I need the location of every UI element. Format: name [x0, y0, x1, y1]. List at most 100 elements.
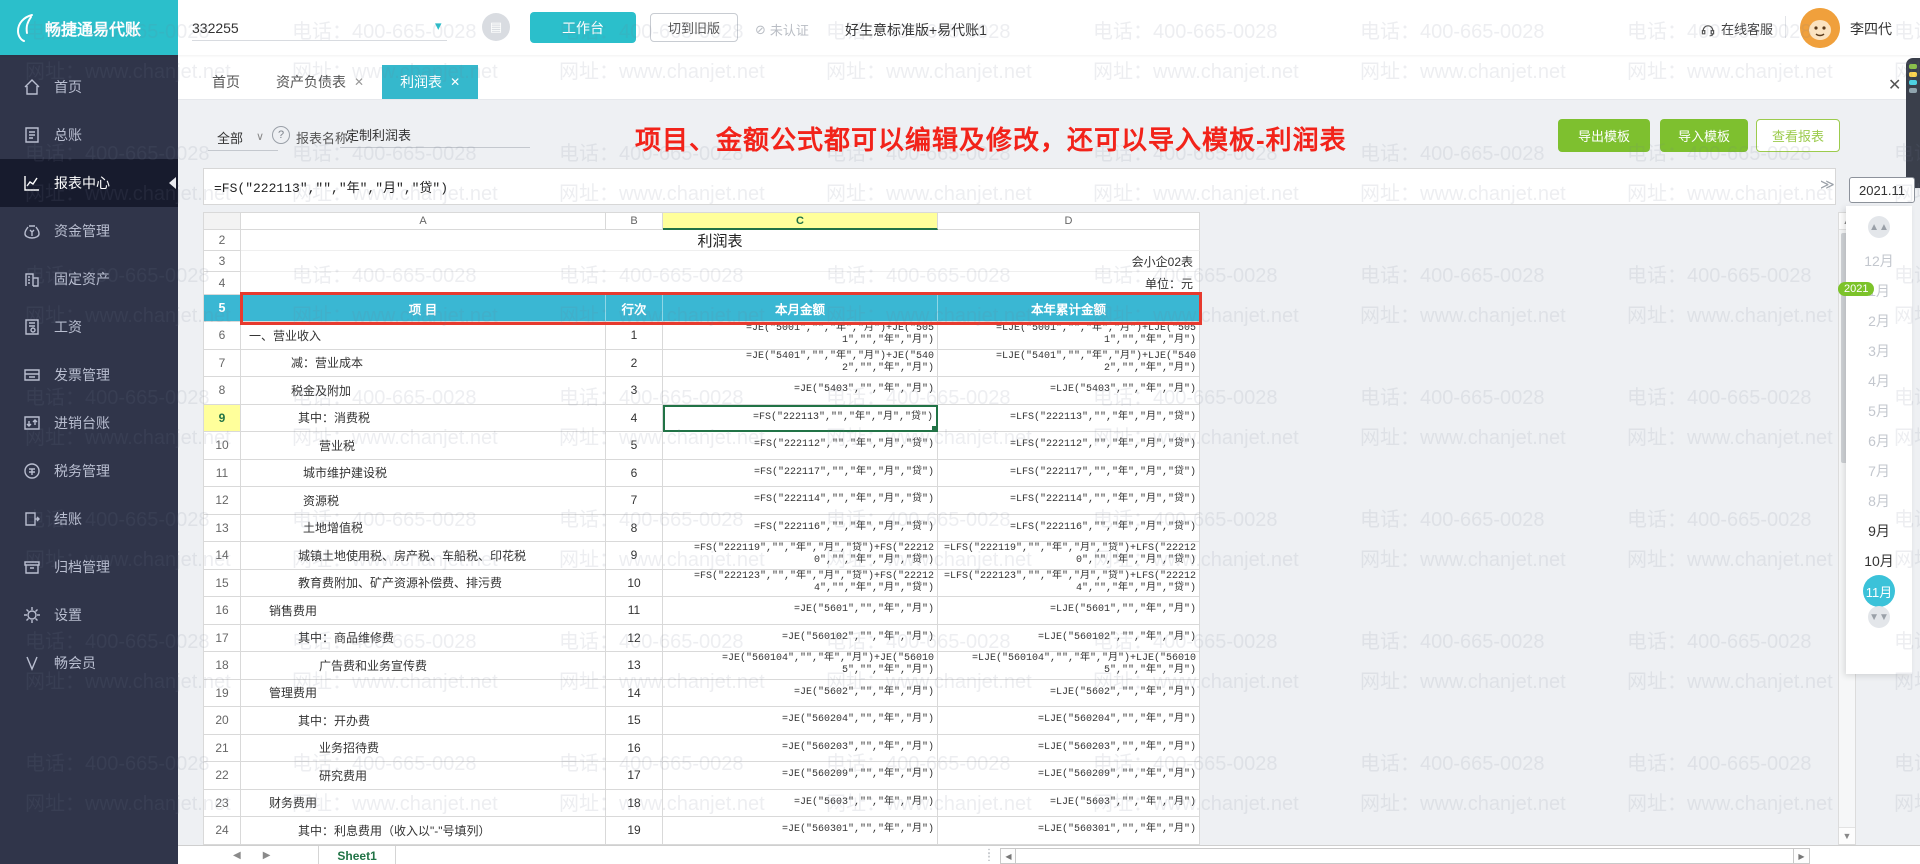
year-formula-cell[interactable]: =LJE("560204","","年","月") — [938, 707, 1200, 735]
year-formula-cell[interactable]: =LFS("222113","","年","月","贷") — [938, 404, 1200, 432]
month-formula-cell[interactable]: =JE("560104","","年","月")+JE("560105","",… — [663, 652, 938, 680]
line-number-cell[interactable]: 18 — [606, 789, 663, 817]
item-cell[interactable]: 教育费附加、矿产资源补偿费、排污费 — [241, 569, 606, 597]
month-formula-cell[interactable]: =JE("5601","","年","月") — [663, 597, 938, 625]
year-formula-cell[interactable]: =LJE("560102","","年","月") — [938, 624, 1200, 652]
close-icon[interactable]: ✕ — [354, 75, 365, 89]
sidebar-item-工资[interactable]: 工资 — [0, 303, 178, 351]
sidebar-item-税务管理[interactable]: 税务管理 — [0, 447, 178, 495]
line-number-cell[interactable]: 6 — [606, 459, 663, 487]
year-formula-cell[interactable]: =LJE("560209","","年","月") — [938, 762, 1200, 790]
month-formula-cell[interactable]: =JE("5001","","年","月")+JE("5051","","年",… — [663, 322, 938, 350]
month-formula-cell[interactable]: =FS("222119","","年","月","贷")+FS("222120"… — [663, 542, 938, 570]
row-header[interactable]: 15 — [203, 569, 241, 597]
period-current[interactable]: 2021.11 — [1849, 177, 1915, 203]
header-cell[interactable]: 项 目 — [241, 295, 606, 322]
line-number-cell[interactable]: 2 — [606, 349, 663, 377]
item-cell[interactable]: 管理费用 — [241, 679, 606, 707]
sheet-tab[interactable]: Sheet1 — [318, 846, 396, 864]
next-sheet-icon[interactable]: ▶ — [262, 850, 271, 861]
filter-all-select[interactable]: 全部 — [217, 131, 244, 146]
row-header[interactable]: 13 — [203, 514, 241, 542]
line-number-cell[interactable]: 11 — [606, 597, 663, 625]
header-cell[interactable]: 本年累计金额 — [938, 295, 1200, 322]
sidebar-item-畅会员[interactable]: 畅会员 — [0, 639, 178, 687]
row-header[interactable]: 9 — [203, 404, 241, 432]
line-number-cell[interactable]: 8 — [606, 514, 663, 542]
chevron-down-icon[interactable]: ∨ — [256, 131, 265, 143]
line-number-cell[interactable]: 9 — [606, 542, 663, 570]
month-formula-cell[interactable]: =JE("5401","","年","月")+JE("5402","","年",… — [663, 349, 938, 377]
sidebar-item-发票管理[interactable]: 发票管理 — [0, 351, 178, 399]
export-template-button[interactable]: 导出模板 — [1558, 119, 1650, 152]
year-formula-cell[interactable]: =LFS("222119","","年","月","贷")+LFS("22212… — [938, 542, 1200, 570]
sidebar-item-固定资产[interactable]: 固定资产 — [0, 255, 178, 303]
month-formula-cell[interactable]: =JE("560203","","年","月") — [663, 734, 938, 762]
row-header[interactable]: 4 — [203, 272, 241, 295]
line-number-cell[interactable]: 10 — [606, 569, 663, 597]
row-header[interactable]: 24 — [203, 817, 241, 845]
year-formula-cell[interactable]: =LJE("5603","","年","月") — [938, 789, 1200, 817]
header-cell[interactable]: 本月金额 — [663, 295, 938, 322]
formula-bar[interactable]: =FS("222113","","年","月","贷") — [203, 168, 1836, 205]
row-header[interactable]: 8 — [203, 377, 241, 405]
month-formula-cell[interactable]: =FS("222117","","年","月","贷") — [663, 459, 938, 487]
row-header[interactable]: 7 — [203, 349, 241, 377]
collapse-chevrons-icon[interactable]: ≫ — [1820, 176, 1835, 192]
line-number-cell[interactable]: 13 — [606, 652, 663, 680]
horizontal-scrollbar[interactable] — [1015, 848, 1795, 864]
item-cell[interactable]: 业务招待费 — [241, 734, 606, 762]
row-header[interactable]: 17 — [203, 624, 241, 652]
tab-资产负债表[interactable]: 资产负债表 ✕ — [258, 65, 382, 99]
row-header[interactable]: 10 — [203, 432, 241, 460]
prev-sheet-icon[interactable]: ◀ — [233, 850, 241, 861]
report-name-input[interactable] — [340, 122, 530, 148]
line-number-cell[interactable]: 5 — [606, 432, 663, 460]
year-formula-cell[interactable]: =LFS("222114","","年","月","贷") — [938, 487, 1200, 515]
item-cell[interactable]: 研究费用 — [241, 762, 606, 790]
month-formula-cell[interactable]: =JE("560301","","年","月") — [663, 817, 938, 845]
item-cell[interactable]: 其中：消费税 — [241, 404, 606, 432]
row-header[interactable]: 23 — [203, 789, 241, 817]
account-number-select[interactable]: 332255 — [192, 16, 447, 41]
row-header[interactable]: 11 — [203, 459, 241, 487]
line-number-cell[interactable]: 4 — [606, 404, 663, 432]
avatar[interactable] — [1800, 8, 1840, 48]
line-number-cell[interactable]: 12 — [606, 624, 663, 652]
month-item-2月[interactable]: 2月 — [1868, 313, 1890, 329]
meta-cell[interactable]: 会小企02表 — [241, 251, 1200, 272]
view-report-button[interactable]: 查看报表 — [1756, 119, 1840, 152]
line-number-cell[interactable]: 1 — [606, 322, 663, 350]
year-formula-cell[interactable]: =LJE("560104","","年","月")+LJE("560105","… — [938, 652, 1200, 680]
item-cell[interactable]: 销售费用 — [241, 597, 606, 625]
item-cell[interactable]: 城镇土地使用税、房产税、车船税、印花税 — [241, 542, 606, 570]
sidebar-item-进销台账[interactable]: 进销台账 — [0, 399, 178, 447]
item-cell[interactable]: 资源税 — [241, 487, 606, 515]
report-title-cell[interactable]: 利润表 — [241, 230, 1200, 251]
row-header[interactable]: 20 — [203, 707, 241, 735]
month-item-4月[interactable]: 4月 — [1868, 373, 1890, 389]
year-formula-cell[interactable]: =LJE("5602","","年","月") — [938, 679, 1200, 707]
column-header-B[interactable]: B — [606, 212, 663, 230]
chevron-down-icon[interactable]: ▾ — [435, 18, 442, 33]
line-number-cell[interactable]: 7 — [606, 487, 663, 515]
row-header[interactable]: 14 — [203, 542, 241, 570]
item-cell[interactable]: 营业税 — [241, 432, 606, 460]
month-formula-cell[interactable]: =FS("222116","","年","月","贷") — [663, 514, 938, 542]
month-item-3月[interactable]: 3月 — [1868, 343, 1890, 359]
line-number-cell[interactable]: 16 — [606, 734, 663, 762]
month-formula-cell[interactable]: =JE("5602","","年","月") — [663, 679, 938, 707]
tab-利润表[interactable]: 利润表 ✕ — [382, 65, 479, 99]
month-formula-cell[interactable]: =JE("5603","","年","月") — [663, 789, 938, 817]
meta-cell[interactable]: 单位：元 — [241, 272, 1200, 295]
item-cell[interactable]: 其中：商品维修费 — [241, 624, 606, 652]
username[interactable]: 李四代 — [1850, 21, 1892, 37]
year-formula-cell[interactable]: =LJE("560203","","年","月") — [938, 734, 1200, 762]
row-header[interactable]: 6 — [203, 322, 241, 350]
sidebar-item-设置[interactable]: 设置 — [0, 591, 178, 639]
month-formula-cell[interactable]: =JE("5403","","年","月") — [663, 377, 938, 405]
month-formula-cell[interactable]: =FS("222114","","年","月","贷") — [663, 487, 938, 515]
notepad-icon[interactable]: ▤ — [482, 13, 510, 41]
year-formula-cell[interactable]: =LFS("222117","","年","月","贷") — [938, 459, 1200, 487]
item-cell[interactable]: 广告费和业务宣传费 — [241, 652, 606, 680]
